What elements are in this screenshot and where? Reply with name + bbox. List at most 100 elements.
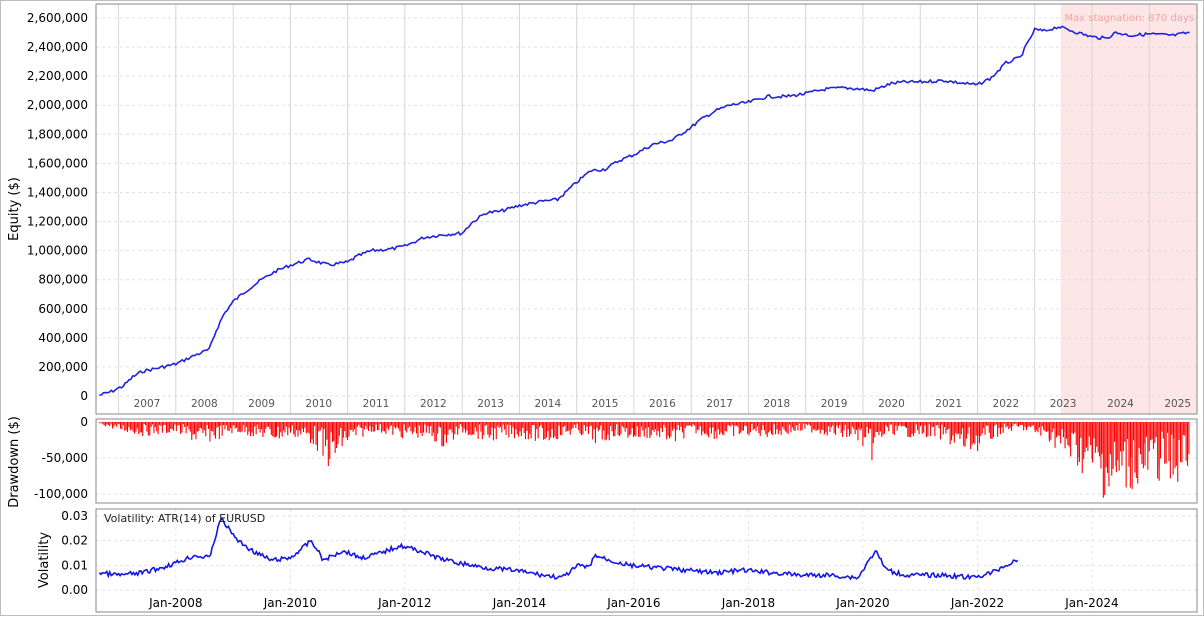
drawdown-bar: [319, 422, 321, 431]
drawdown-bar: [280, 422, 282, 433]
drawdown-bar: [705, 422, 707, 434]
drawdown-bar: [970, 422, 972, 450]
drawdown-bar: [561, 422, 563, 435]
drawdown-bar: [925, 422, 927, 438]
drawdown-bar: [1148, 422, 1150, 452]
drawdown-bar: [747, 422, 749, 434]
drawdown-bar: [1107, 422, 1109, 473]
drawdown-bar: [447, 422, 449, 435]
drawdown-bar: [832, 422, 834, 426]
drawdown-bar: [1028, 422, 1030, 426]
drawdown-bar: [730, 422, 732, 427]
drawdown-bar: [544, 422, 546, 440]
drawdown-bar: [937, 422, 939, 425]
drawdown-bar: [252, 422, 254, 437]
drawdown-bar: [583, 422, 585, 426]
drawdown-bar: [994, 422, 996, 426]
drawdown-bar: [796, 422, 798, 426]
drawdown-bar: [652, 422, 654, 430]
drawdown-bar: [846, 422, 848, 437]
drawdown-bar: [311, 422, 313, 440]
drawdown-bar: [955, 422, 957, 434]
drawdown-bar: [573, 422, 575, 425]
drawdown-bar: [797, 422, 799, 431]
drawdown-bar: [170, 422, 172, 429]
drawdown-bar: [666, 422, 668, 440]
drawdown-bar: [1075, 422, 1077, 445]
drawdown-bar: [492, 422, 494, 441]
drawdown-bar: [139, 422, 141, 433]
drawdown-bar: [638, 422, 640, 437]
drawdown-bar: [1135, 422, 1137, 478]
drawdown-bar: [1115, 422, 1117, 473]
volatility-ytick-label: 0.02: [61, 534, 88, 548]
drawdown-bar: [1065, 422, 1067, 439]
drawdown-bar: [1181, 422, 1183, 463]
drawdown-bar: [484, 422, 486, 426]
drawdown-bar: [749, 422, 751, 433]
drawdown-bar: [608, 422, 610, 441]
drawdown-bar: [809, 422, 811, 426]
drawdown-bar: [290, 422, 292, 431]
drawdown-bar: [944, 422, 946, 428]
drawdown-bar: [202, 422, 204, 433]
drawdown-bar: [506, 422, 508, 425]
drawdown-bar: [349, 422, 351, 430]
year-label: 2014: [534, 398, 561, 410]
drawdown-bar: [136, 422, 138, 429]
drawdown-bar: [1053, 422, 1055, 429]
drawdown-bar: [472, 422, 474, 435]
drawdown-bar: [703, 422, 705, 434]
drawdown-bar: [977, 422, 979, 436]
drawdown-bar: [754, 422, 756, 429]
volatility-xtick-label: Jan-2018: [721, 596, 775, 610]
drawdown-bar: [801, 422, 803, 430]
drawdown-bar: [205, 422, 207, 437]
drawdown-bar: [495, 422, 497, 440]
drawdown-bar: [160, 422, 162, 427]
drawdown-bar: [1087, 422, 1089, 451]
drawdown-bar: [780, 422, 782, 435]
drawdown-bar: [135, 422, 137, 432]
drawdown-bar: [843, 422, 845, 431]
drawdown-bar: [1001, 422, 1003, 428]
drawdown-bar: [1108, 422, 1110, 487]
year-label: 2008: [191, 398, 218, 410]
drawdown-bar: [833, 422, 835, 434]
drawdown-bar: [610, 422, 612, 426]
drawdown-bar: [640, 422, 642, 427]
drawdown-bar: [676, 422, 678, 430]
drawdown-bar: [633, 422, 635, 438]
drawdown-bar: [776, 422, 778, 430]
drawdown-bar: [1023, 422, 1025, 431]
drawdown-bar: [551, 422, 553, 430]
drawdown-bar: [153, 422, 155, 433]
drawdown-bar: [414, 422, 416, 427]
drawdown-bar: [318, 422, 320, 432]
drawdown-bar: [934, 422, 936, 437]
drawdown-bar: [850, 422, 852, 434]
drawdown-bar: [525, 422, 527, 440]
drawdown-bar: [907, 422, 909, 437]
drawdown-bar: [1080, 422, 1082, 438]
drawdown-bar: [930, 422, 932, 437]
volatility-title: Volatility: ATR(14) of EURUSD: [104, 512, 265, 525]
drawdown-bar: [751, 422, 753, 424]
drawdown-bar: [692, 422, 694, 425]
drawdown-bar: [956, 422, 958, 435]
drawdown-bar: [461, 422, 463, 427]
drawdown-bar: [823, 422, 825, 435]
drawdown-bar: [411, 422, 413, 434]
drawdown-bar: [457, 422, 459, 435]
drawdown-bar: [612, 422, 614, 437]
drawdown-bar: [1055, 422, 1057, 438]
drawdown-bar: [1100, 422, 1102, 469]
drawdown-bar: [263, 422, 265, 433]
drawdown-bar: [494, 422, 496, 429]
drawdown-bar: [382, 422, 384, 431]
drawdown-bar: [150, 422, 152, 427]
equity-ytick-label: 0: [80, 389, 88, 403]
drawdown-bar: [687, 422, 689, 426]
drawdown-bar: [161, 422, 163, 433]
drawdown-bar: [1154, 422, 1156, 443]
